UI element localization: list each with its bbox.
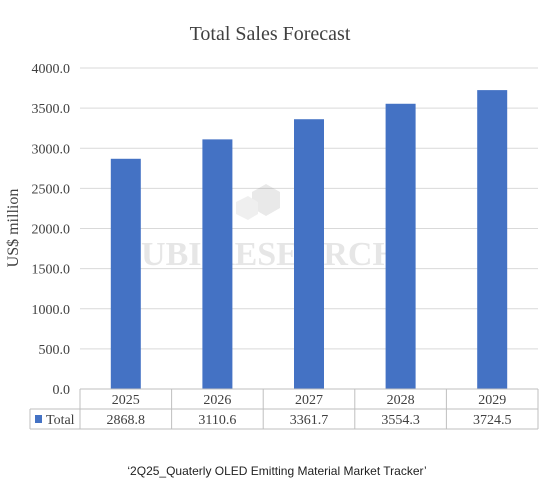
y-axis-ticks: 0.0 500.0 1000.0 1500.0 2000.0 2500.0 3000.0 35…: [32, 62, 71, 398]
bar-2025: [110, 158, 141, 389]
y-tick-label: 3000.0: [32, 142, 71, 157]
data-table: 2025 2868.8 2026 3110.6 2027 3361.7 2028 3554.3…: [29, 388, 539, 430]
y-axis-label: US$ million: [5, 189, 22, 268]
bar-2029: [477, 90, 508, 389]
x-tick-label: 2026: [203, 393, 231, 408]
bar-2027: [294, 119, 324, 389]
y-tick-label: 500.0: [39, 343, 71, 358]
legend-series-name: Total: [46, 413, 75, 428]
data-table-value: 3554.3: [381, 413, 420, 428]
x-tick-label: 2028: [387, 393, 415, 408]
data-table-value: 3110.6: [198, 413, 236, 428]
bars: [110, 90, 508, 389]
bar-2026: [202, 139, 233, 389]
caption: ‘2Q25_Quaterly OLED Emitting Material Ma…: [127, 464, 427, 478]
chart-title: Total Sales Forecast: [190, 23, 351, 45]
watermark-text: UBI RESEARCH: [141, 236, 399, 273]
y-tick-label: 2000.0: [32, 223, 71, 238]
y-tick-label: 2500.0: [32, 182, 71, 197]
bar-2028: [385, 103, 416, 389]
y-tick-label: 0.0: [53, 383, 71, 398]
y-tick-label: 4000.0: [32, 62, 71, 77]
x-tick-label: 2027: [295, 393, 323, 408]
legend-key: [35, 415, 42, 423]
y-tick-label: 3500.0: [32, 102, 71, 117]
y-tick-label: 1500.0: [32, 263, 71, 278]
data-table-value: 3361.7: [290, 413, 329, 428]
x-tick-label: 2025: [112, 393, 140, 408]
data-table-value: 3724.5: [473, 413, 512, 428]
watermark-logo: UBI RESEARCH: [141, 184, 399, 273]
data-table-value: 2868.8: [107, 413, 146, 428]
y-tick-label: 1000.0: [32, 303, 71, 318]
x-tick-label: 2029: [478, 393, 506, 408]
